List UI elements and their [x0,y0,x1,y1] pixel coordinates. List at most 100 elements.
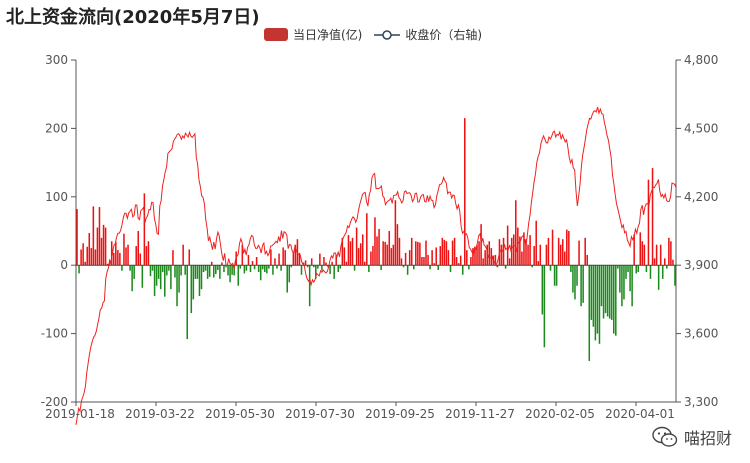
net-flow-bar [139,253,142,266]
net-flow-bar [92,206,95,266]
net-flow-bar [435,247,437,266]
net-flow-bar [112,252,115,266]
right-y-tick-label: 3,300 [684,395,718,409]
net-flow-bar [123,233,125,266]
net-flow-bar [221,262,223,266]
net-flow-bar [286,265,288,293]
net-flow-bar [398,237,401,266]
net-flow-bar [531,265,533,268]
net-flow-bar [610,265,613,320]
net-flow-bar [586,254,588,266]
net-flow-bar [153,265,156,296]
right-y-tick-label: 3,600 [684,327,718,341]
net-flow-bar [274,258,276,266]
net-flow-bar [645,265,648,273]
net-flow-bar [94,249,97,266]
net-flow-bar [310,258,313,266]
net-flow-bar [592,265,595,327]
net-flow-bar [506,225,509,266]
net-flow-bar [674,265,676,286]
net-flow-bar [100,237,103,266]
net-flow-bar [466,250,468,266]
net-flow-bar [327,265,329,268]
net-flow-bar [272,265,274,275]
net-flow-bar [190,265,193,314]
net-flow-bar [478,241,480,266]
net-flow-bar [453,237,456,266]
net-flow-bar [543,265,546,348]
net-flow-bar [349,241,352,266]
net-flow-bar [539,244,542,266]
net-flow-bar [270,249,272,266]
left-y-tick-label: 0 [60,258,68,272]
net-flow-bar [180,265,182,276]
net-flow-bar [151,265,154,271]
net-flow-bar [168,265,170,271]
net-flow-bar [459,255,462,266]
net-flow-bar [390,248,393,266]
net-flow-bar [331,261,333,266]
net-flow-bar [439,246,442,266]
net-flow-bar [361,234,364,266]
net-flow-bar [515,200,517,266]
net-flow-bar [394,200,397,266]
net-flow-bar [172,250,174,266]
net-flow-bar [508,258,511,266]
net-flow-bar [194,265,197,279]
net-flow-bar [582,265,584,303]
net-flow-bar [282,247,284,266]
net-flow-bar [233,265,235,276]
net-flow-bar [364,261,366,266]
net-flow-bar [512,234,515,266]
net-flow-bar [376,236,378,266]
net-flow-bar [264,265,266,273]
net-flow-bar [164,265,166,297]
net-flow-bar [621,265,623,307]
x-tick-label: 2019-05-30 [205,407,275,421]
net-flow-bar [566,229,568,266]
legend-line-swatch [374,29,401,40]
x-tick-label: 2019-07-30 [285,407,355,421]
net-flow-bar [649,265,652,279]
net-flow-bar [625,265,627,279]
net-flow-bar [280,265,282,271]
net-flow-bar [392,244,395,266]
net-flow-bar [637,265,640,273]
net-flow-bar [408,250,411,266]
legend-item-net-flow[interactable]: 当日净值(亿) [264,26,362,43]
net-flow-bar [117,250,119,266]
net-flow-bar [380,265,382,270]
net-flow-bar [519,236,521,266]
net-flow-bar [641,241,644,266]
close-price-line [75,106,677,425]
net-flow-bar [655,244,658,266]
net-flow-bar [502,237,505,266]
right-y-tick-label: 4,500 [684,121,718,135]
net-flow-bar [584,237,586,266]
net-flow-bar [643,244,646,266]
net-flow-bar [557,237,560,266]
net-flow-bar [308,265,311,307]
net-flow-bar [382,241,384,266]
net-flow-bar [378,228,380,266]
net-flow-bar [370,251,372,266]
net-flow-bar [298,252,301,266]
x-tick-label: 2020-02-05 [525,407,595,421]
net-flow-bar [423,256,425,266]
net-flow-bar [529,235,531,266]
net-flow-bar [425,240,427,266]
net-flow-bar [82,243,84,266]
net-flow-bar [247,254,250,266]
net-flow-bar [339,265,342,269]
net-flow-bar [594,265,597,341]
net-flow-bar [249,265,252,273]
net-flow-bar [333,265,335,279]
net-flow-bar [178,265,180,293]
net-flow-bar [125,247,127,266]
net-flow-bar [215,265,217,275]
net-flow-bar [227,265,229,276]
net-flow-bar [300,265,303,275]
legend-item-close-price[interactable]: 收盘价（右轴) [374,26,482,43]
legend-label-net-flow: 当日净值(亿) [293,28,363,42]
net-flow-bar [612,265,615,334]
